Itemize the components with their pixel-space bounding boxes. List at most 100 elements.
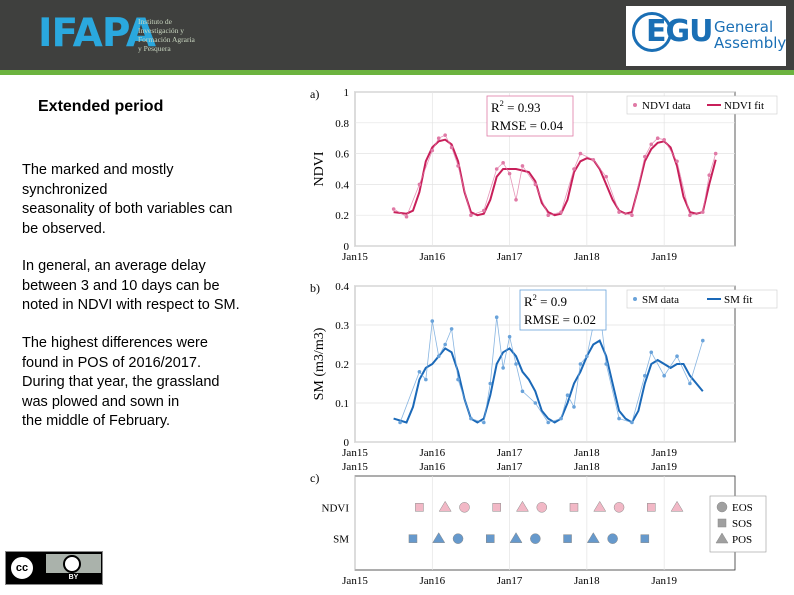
c-legend-eos-marker [716,501,728,513]
ifapa-logo: IFAPA [38,11,156,56]
a-xtick-label: Jan17 [497,251,523,263]
b-ytick-label: 0.4 [335,281,349,293]
b-data-point [398,420,402,425]
a-data-point [520,164,525,168]
b-legend-box [626,289,778,309]
a-data-point [578,151,583,156]
a-legend-data-label: NDVI data [642,100,691,112]
a-xtick-label: Jan19 [651,251,677,263]
c-xtick-label-bottom: Jan15 [342,575,368,587]
b-rmse-text: RMSE = 0.02 [524,312,596,327]
figure: a) 0 0.2 0.4 0.6 0.8 1 Jan15 Jan16 Jan17 Jan18 Jan1… [310,87,778,587]
b-ylabel: SM (m3/m3) [312,327,327,400]
b-r2-text: R2 = 0.9 [524,292,567,309]
panel-a: a) 0 0.2 0.4 0.6 0.8 1 Jan15 Jan16 Jan17 Jan18 Jan1… [310,87,778,263]
by-area: BY [46,554,101,582]
a-data-point [546,213,551,217]
paragraph-seasonality: The marked and mostly synchronized seaso… [22,162,233,237]
b-data-point [436,354,441,359]
a-data-point [430,148,435,153]
a-legend-data-marker [633,103,637,107]
a-data-point [436,136,441,140]
c-legend-sos-marker [717,518,727,528]
panel-c: c) Jan15 Jan15 Jan16 Jan16 Jan17 Jan17 Jan18 Jan… [310,461,767,587]
a-data-point [443,133,447,137]
c-row-label: SM [333,534,349,546]
c-event-pos-marker [516,500,529,512]
b-data-point [630,420,634,425]
a-ytick-label: 1 [344,87,350,99]
c-event-sos-marker [563,534,572,543]
a-ylabel: NDVI [312,151,327,186]
a-xtick-label: Jan15 [342,251,368,263]
paragraph-differences: The highest differences were found in PO… [22,335,220,429]
b-data-point [649,350,654,355]
a-r2-text: R2 = 0.93 [491,98,540,115]
b-data-point [617,416,621,421]
b-data-point [662,373,666,378]
c-event-eos-marker [459,502,470,513]
c-xtick-label-top: Jan17 [497,461,523,473]
b-data-point [456,377,460,382]
b-stats-box [519,289,607,331]
c-legend-eos-label: EOS [732,502,753,514]
a-data-point [482,208,486,213]
a-data-point [507,171,512,176]
c-legend-pos-marker [715,532,729,544]
a-data-point [494,167,499,171]
cc-icon: cc [9,555,35,581]
b-data-point [494,315,499,319]
c-event-sos-marker [408,534,418,543]
b-data-point [469,416,473,421]
a-data-point [713,151,718,156]
egu-assembly-text: Assembly [714,34,787,52]
b-panel-label: b) [310,281,320,295]
b-data-point [482,420,486,425]
a-data-point [662,137,666,142]
paragraph-delay: In general, an average delay between 3 a… [22,258,240,313]
a-data-point [617,210,621,214]
b-data-point [604,362,608,366]
b-data-point [572,405,576,409]
a-data-point [404,214,409,219]
c-row-label: NDVI [322,502,350,514]
a-data-point [469,213,473,217]
b-data-point [643,373,647,378]
c-event-eos-marker [452,533,464,544]
a-data-point [700,210,705,214]
b-data-point [449,327,454,331]
a-xtick-label: Jan16 [419,251,445,263]
c-event-pos-marker [438,500,452,512]
c-event-sos-marker [492,503,501,512]
a-data-point [559,210,563,214]
b-data-point [501,366,505,370]
b-data-point [559,416,563,421]
b-data-point [533,401,538,405]
c-plot-frame [354,475,736,571]
c-event-eos-marker [536,502,548,513]
b-data-point [688,381,692,386]
b-legend-fit-label: SM fit [724,294,752,306]
a-stats-box [486,95,574,137]
b-xtick-label: Jan18 [574,447,600,459]
c-panel-label: c) [310,471,319,485]
b-data-point [585,354,589,359]
header-bar: IFAPA Instituto de Investigación y Forma… [0,0,794,70]
c-event-sos-marker [647,503,656,512]
c-xtick-label-top: Jan19 [651,461,677,473]
c-event-pos-marker [586,532,600,543]
creative-commons-by-icon[interactable]: cc BY [5,551,103,585]
a-xtick-label: Jan18 [574,251,600,263]
a-data-point [391,207,396,211]
b-ytick-label: 0.3 [335,320,349,332]
b-data-point [675,354,679,359]
a-data-point [707,173,712,177]
c-event-sos-marker [640,534,650,543]
b-data-point [578,362,583,366]
b-series-fit-line [393,339,704,424]
by-label: BY [46,573,101,582]
slide-title: Extended period [38,98,164,115]
a-ytick-label: 0 [344,241,350,253]
b-xtick-label: Jan19 [651,447,677,459]
a-data-point [514,198,518,202]
